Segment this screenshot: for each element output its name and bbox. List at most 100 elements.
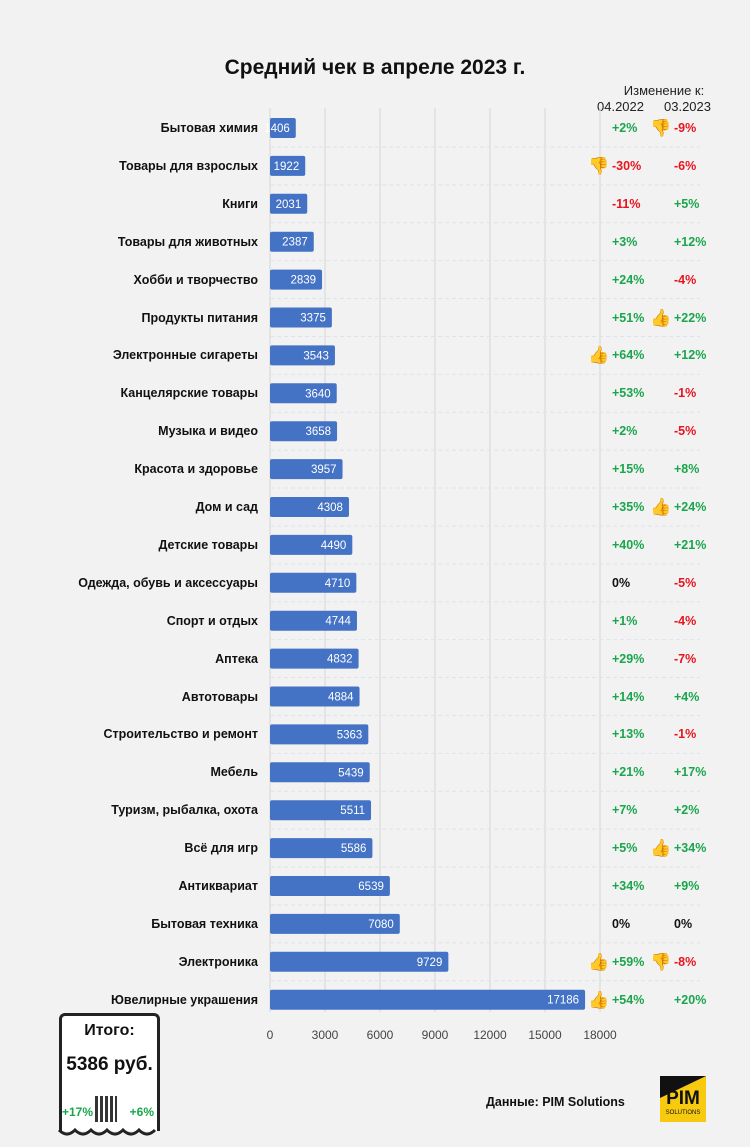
change-2022-value: +64% <box>612 348 645 363</box>
bar <box>270 118 296 138</box>
change-2023-value: +21% <box>674 537 707 552</box>
category-label: Продукты питания <box>141 310 259 325</box>
bar-value-label: 5363 <box>337 729 363 741</box>
category-label: Товары для взрослых <box>119 158 258 173</box>
change-2022-value: +21% <box>612 765 645 780</box>
thumbs-up-icon: 👍 <box>588 345 610 365</box>
x-tick-label: 0 <box>266 1028 274 1042</box>
category-label: Красота и здоровье <box>134 462 258 477</box>
bar-value-label: 4710 <box>325 578 351 590</box>
bar <box>270 648 359 669</box>
bar <box>270 459 343 480</box>
bar-value-label: 1922 <box>274 161 300 173</box>
change-2022-value: +5% <box>612 841 638 856</box>
column-header-03-2023: 03.2023 <box>664 99 711 114</box>
change-2022-value: +59% <box>612 954 645 969</box>
change-2023-value: +5% <box>674 196 700 211</box>
thumbs-up-icon: 👍 <box>588 952 610 972</box>
bar <box>270 989 586 1010</box>
bar <box>270 686 360 707</box>
change-2023-value: -4% <box>674 613 697 628</box>
bar-value-label: 3640 <box>305 388 331 400</box>
change-2022-value: +40% <box>612 537 645 552</box>
bar-value-label: 2839 <box>290 275 316 287</box>
category-label: Антиквариат <box>178 879 258 893</box>
summary-value: 5386 руб. <box>66 1054 153 1075</box>
category-label: Электроника <box>178 954 258 969</box>
change-2022-value: +35% <box>612 500 645 514</box>
change-2022-value: +54% <box>612 992 645 1007</box>
bar-value-label: 3658 <box>305 426 331 438</box>
x-tick-label: 15000 <box>528 1028 562 1042</box>
summary-change-2023: +6% <box>129 1105 154 1119</box>
bar <box>270 838 373 859</box>
data-source: Данные: PIM Solutions <box>486 1095 625 1109</box>
change-2023-value: -8% <box>674 954 697 969</box>
change-2023-value: -7% <box>674 651 697 666</box>
change-2023-value: +24% <box>674 500 707 514</box>
change-2022-value: +51% <box>612 310 645 325</box>
change-2022-value: +7% <box>612 803 638 818</box>
category-label: Аптека <box>215 651 258 666</box>
bar <box>270 307 332 328</box>
chart-title: Средний чек в апреле 2023 г. <box>224 56 526 79</box>
change-2022-value: +24% <box>612 272 645 287</box>
bar <box>270 231 314 252</box>
change-2023-value: -4% <box>674 272 697 287</box>
category-label: Хобби и творчество <box>133 272 258 287</box>
bar-value-label: 3375 <box>300 313 326 325</box>
category-label: Одежда, обувь и аксессуары <box>78 575 258 590</box>
change-2023-value: +12% <box>674 348 707 363</box>
category-label: Ювелирные украшения <box>111 992 258 1007</box>
category-label: Детские товары <box>158 537 259 552</box>
bar <box>270 269 323 290</box>
category-label: Бытовая техника <box>151 916 258 931</box>
change-2023-value: -1% <box>674 386 697 401</box>
change-2022-value: +15% <box>612 462 645 477</box>
bar <box>270 193 308 214</box>
change-2022-value: 0% <box>612 916 631 931</box>
category-label: Дом и сад <box>195 500 258 514</box>
bar <box>270 951 449 972</box>
category-label: Канцелярские товары <box>120 386 258 401</box>
bar-value-label: 2387 <box>282 237 308 249</box>
change-2022-value: +13% <box>612 727 645 742</box>
change-2022-value: -30% <box>612 158 642 173</box>
change-2023-value: -6% <box>674 158 697 173</box>
bar-value-label: 4744 <box>325 616 351 628</box>
summary-change-2022: +17% <box>62 1105 94 1119</box>
bar <box>270 421 338 442</box>
bar-value-label: 4308 <box>317 502 343 514</box>
column-header-04-2022: 04.2022 <box>597 99 644 114</box>
bar-value-label: 4884 <box>328 692 354 704</box>
bar <box>270 497 349 517</box>
bar-value-label: 3957 <box>311 464 337 476</box>
change-2023-value: +4% <box>674 689 700 704</box>
change-2023-value: -5% <box>674 424 697 439</box>
x-tick-label: 18000 <box>583 1028 617 1042</box>
summary-receipt: Итого: 5386 руб. +17% +6% <box>59 1013 160 1131</box>
bar <box>270 572 357 593</box>
change-2023-value: +22% <box>674 310 707 325</box>
change-2022-value: +34% <box>612 879 645 893</box>
bar-value-label: 7080 <box>368 919 394 931</box>
thumbs-up-icon: 👍 <box>650 838 672 858</box>
change-2022-value: +2% <box>612 424 638 439</box>
category-label: Электронные сигареты <box>112 348 258 363</box>
x-tick-label: 9000 <box>421 1028 449 1042</box>
thumbs-up-icon: 👍 <box>650 308 672 327</box>
change-2023-value: +12% <box>674 234 707 249</box>
bar-value-label: 9729 <box>417 957 443 969</box>
category-label: Мебель <box>210 765 259 780</box>
category-label: Всё для игр <box>184 841 258 856</box>
change-2022-value: +53% <box>612 386 645 401</box>
category-label: Туризм, рыбалка, охота <box>111 803 258 818</box>
bar-value-label: 2031 <box>276 199 302 211</box>
change-2023-value: +8% <box>674 462 700 477</box>
bar-value-label: 3543 <box>303 350 329 362</box>
category-label: Спорт и отдых <box>166 613 258 628</box>
change-2023-value: +20% <box>674 992 707 1007</box>
x-tick-label: 6000 <box>366 1028 394 1042</box>
category-label: Бытовая химия <box>160 121 258 135</box>
